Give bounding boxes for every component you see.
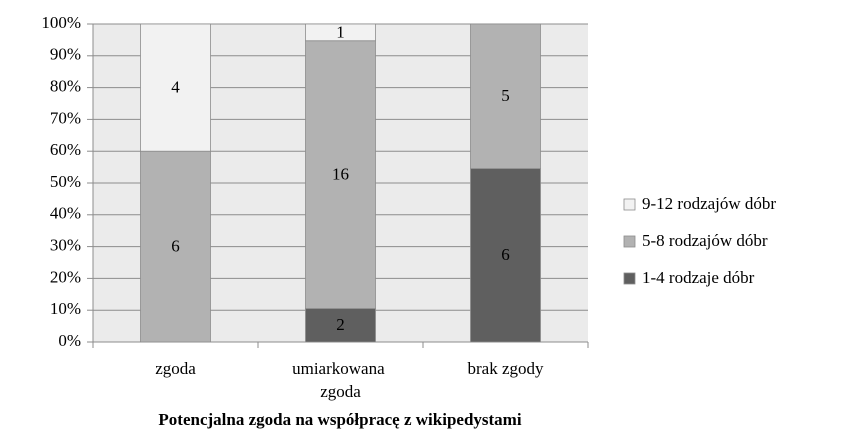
legend-swatch — [623, 235, 636, 248]
data-label: 16 — [332, 165, 349, 184]
y-tick-label: 30% — [50, 236, 81, 255]
legend-label: 5-8 rodzajów dóbr — [642, 231, 768, 250]
legend-label: 1-4 rodzaje dóbr — [642, 268, 755, 287]
bar-segment — [305, 23, 376, 42]
data-label: 4 — [171, 78, 180, 97]
data-label: 6 — [171, 237, 180, 256]
x-tick-label: zgoda — [155, 359, 196, 378]
y-tick-label: 100% — [41, 13, 81, 32]
y-tick-label: 90% — [50, 45, 81, 64]
y-tick-label: 70% — [50, 108, 81, 127]
data-label: 2 — [336, 315, 345, 334]
bar-segment — [470, 168, 541, 343]
legend-label: 9-12 rodzajów dóbr — [642, 194, 776, 213]
chart-title: Potencjalna zgoda na współpracę z wikipe… — [158, 410, 521, 429]
data-label: 1 — [336, 22, 345, 41]
x-tick-label: umiarkowana zgoda — [292, 359, 389, 401]
bar-segment — [140, 150, 211, 343]
y-tick-label: 50% — [50, 172, 81, 191]
y-tick-label: 80% — [50, 77, 81, 96]
data-label: 5 — [501, 86, 510, 105]
y-tick-label: 0% — [58, 331, 81, 350]
y-tick-label: 60% — [50, 140, 81, 159]
data-label: 6 — [501, 245, 510, 264]
legend-swatch — [623, 272, 636, 285]
y-tick-label: 40% — [50, 204, 81, 223]
bar-segment — [140, 23, 211, 152]
y-tick-label: 20% — [50, 267, 81, 286]
bar-segment — [305, 40, 376, 309]
y-tick-label: 10% — [50, 299, 81, 318]
bar-segment — [305, 308, 376, 343]
bar-segment — [470, 23, 541, 169]
legend-swatch — [623, 198, 636, 211]
x-tick-label: brak zgody — [467, 359, 544, 378]
